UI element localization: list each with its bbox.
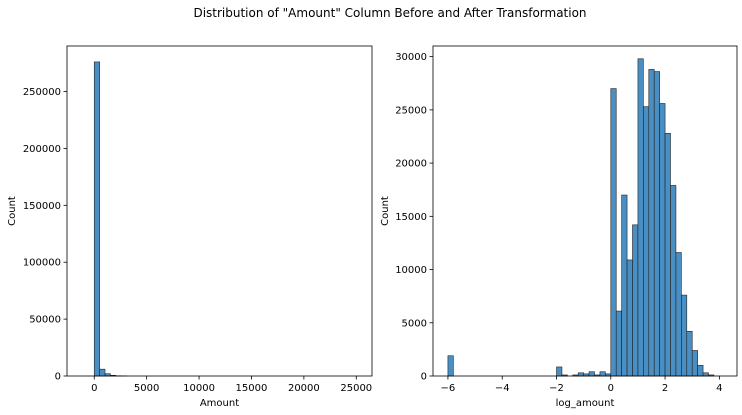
right-histogram-bars: [447, 58, 715, 377]
right-histogram-bar: [556, 366, 563, 377]
right-x-tick-label: 0: [608, 383, 614, 394]
right-plot-frame: [432, 45, 738, 377]
left-x-tick-label: 25000: [340, 383, 372, 394]
left-plot-frame: [66, 45, 373, 377]
left-x-axis-label: Amount: [200, 398, 239, 409]
right-y-tick-label: 20000: [395, 159, 427, 170]
right-histogram-panel: −6 −4 −2 0 2 4 0 5000 10000 15000 20000 25000 30000…: [380, 45, 738, 409]
left-y-ticks: 0 50000 100000 150000 200000 250000: [23, 87, 67, 383]
right-y-tick-label: 0: [421, 372, 427, 383]
right-x-tick-label: 2: [662, 383, 668, 394]
right-histogram-bar: [686, 330, 693, 377]
left-histogram-panel: 0 5000 10000 15000 20000 25000 0 50000 100000 15…: [7, 45, 373, 409]
left-x-tick-label: 0: [91, 383, 97, 394]
right-histogram-bar: [659, 103, 666, 377]
right-histogram-bar: [675, 252, 682, 377]
right-x-axis-label: log_amount: [556, 398, 615, 409]
right-y-axis-label: Count: [380, 196, 391, 226]
right-histogram-bar: [702, 372, 709, 377]
right-y-ticks: 0 5000 10000 15000 20000 25000 30000: [395, 52, 433, 383]
right-histogram-bar: [681, 294, 688, 377]
right-histogram-bar: [670, 185, 677, 377]
left-x-tick-label: 15000: [236, 383, 268, 394]
right-histogram-bar: [637, 58, 644, 377]
left-y-tick-label: 100000: [23, 258, 61, 269]
right-histogram-bar: [653, 71, 660, 377]
right-y-tick-label: 10000: [395, 265, 427, 276]
right-x-ticks: −6 −4 −2 0 2 4: [441, 376, 723, 394]
left-x-tick-label: 10000: [183, 383, 215, 394]
right-y-tick-label: 5000: [402, 318, 427, 329]
right-histogram-bar: [599, 371, 606, 377]
right-histogram-bar: [577, 372, 584, 377]
left-x-tick-label: 5000: [134, 383, 159, 394]
suptitle: Distribution of "Amount" Column Before a…: [193, 6, 586, 20]
left-x-tick-label: 20000: [288, 383, 320, 394]
left-y-tick-label: 150000: [23, 201, 61, 212]
left-x-ticks: 0 5000 10000 15000 20000 25000: [91, 376, 372, 394]
right-histogram-bar: [615, 310, 622, 377]
left-y-tick-label: 0: [55, 372, 61, 383]
left-histogram-bar: [99, 368, 106, 377]
right-x-tick-label: −4: [495, 383, 510, 394]
left-y-tick-label: 200000: [23, 144, 61, 155]
right-histogram-bar: [697, 365, 704, 377]
right-histogram-bar: [621, 194, 628, 377]
right-histogram-bar: [610, 88, 617, 377]
right-histogram-bar: [691, 350, 698, 377]
left-y-tick-label: 250000: [23, 87, 61, 98]
right-histogram-bar: [643, 106, 650, 377]
left-y-axis-label: Count: [7, 196, 18, 226]
right-histogram-bar: [664, 132, 671, 377]
right-y-tick-label: 30000: [395, 52, 427, 63]
right-histogram-bar: [626, 259, 633, 377]
right-x-tick-label: 4: [716, 383, 722, 394]
right-x-tick-label: −6: [441, 383, 456, 394]
left-histogram-bar: [93, 61, 100, 377]
right-histogram-bar: [648, 69, 655, 377]
right-y-tick-label: 25000: [395, 105, 427, 116]
right-x-tick-label: −2: [549, 383, 564, 394]
right-histogram-bar: [588, 371, 595, 377]
left-histogram-bars: [93, 61, 127, 377]
right-histogram-bar: [632, 224, 639, 377]
right-y-tick-label: 15000: [395, 212, 427, 223]
right-histogram-bar: [447, 355, 454, 377]
left-y-tick-label: 50000: [29, 315, 61, 326]
